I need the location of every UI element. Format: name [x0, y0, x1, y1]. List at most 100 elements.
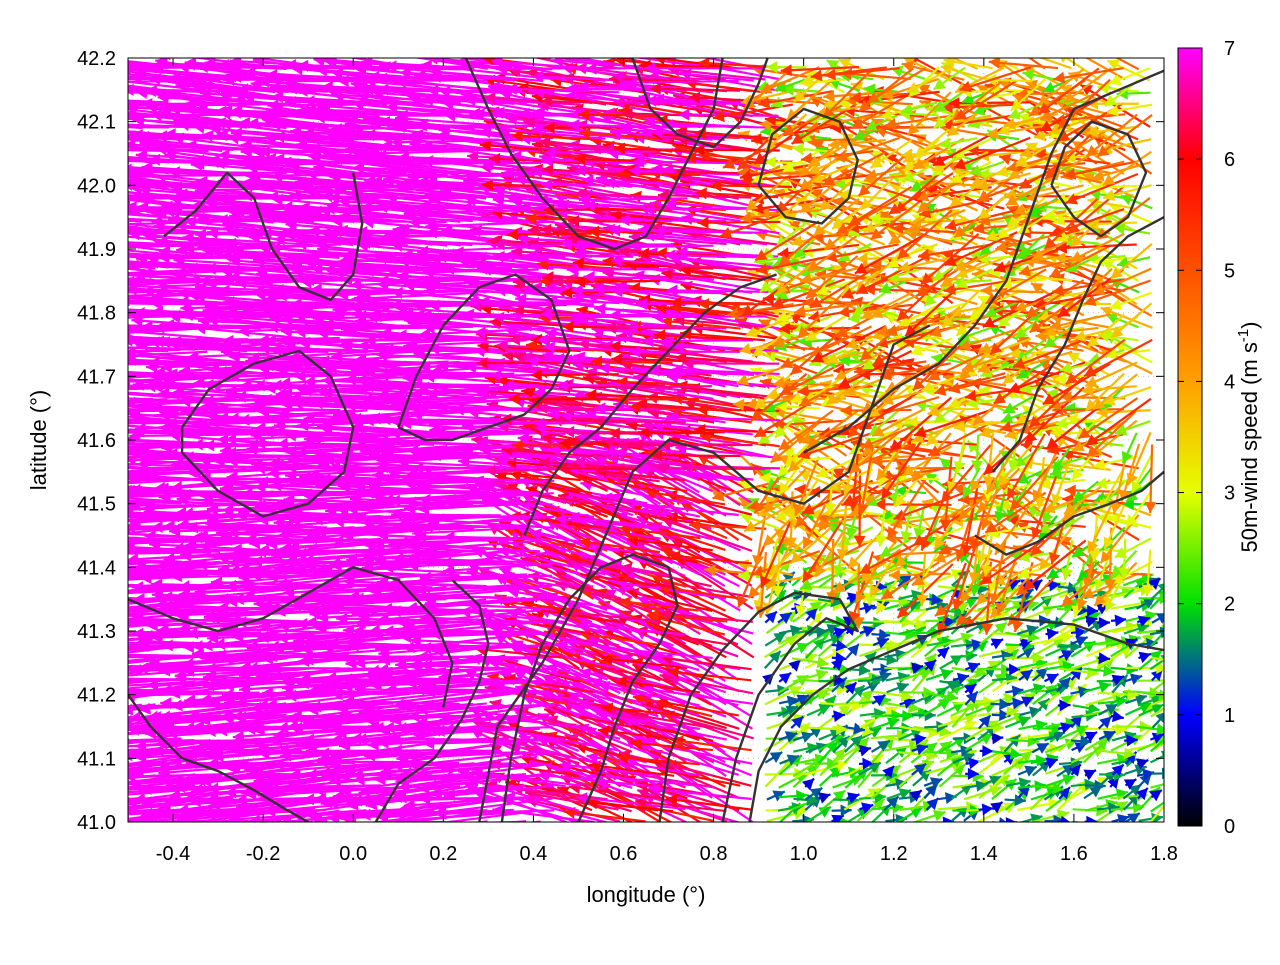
wind-vector-head [2, 745, 13, 757]
wind-vector-head [16, 686, 27, 698]
wind-vector-head [1160, 592, 1171, 604]
wind-vector [169, 822, 288, 839]
wind-vector-head [47, 741, 58, 753]
wind-vector-head [37, 819, 48, 831]
wind-vector [23, 588, 142, 600]
wind-vector-shaft [5, 657, 141, 660]
wind-vector-head [66, 691, 77, 703]
wind-vector [17, 728, 141, 748]
wind-vector-head [0, 737, 6, 749]
wind-vector-shaft [2, 599, 128, 601]
wind-vector-head [115, 728, 126, 740]
wind-vector-head [101, 580, 112, 592]
wind-vector-head [61, 772, 72, 784]
wind-vector-head [10, 580, 21, 592]
wind-vector-head [118, 651, 129, 663]
wind-vector-head [101, 778, 112, 790]
wind-vector-shaft [215, 823, 340, 825]
wind-vector-head [83, 706, 94, 718]
wind-vector [0, 666, 127, 678]
wind-vector-shaft [316, 822, 433, 835]
wind-vector [16, 717, 141, 736]
wind-vector-head [34, 600, 45, 612]
wind-vector [261, 822, 394, 849]
wind-vector-head [62, 684, 73, 696]
wind-vector-head [101, 649, 112, 661]
wind-vector-head [0, 795, 5, 807]
wind-vector-shaft [18, 705, 142, 720]
wind-vector-head [56, 569, 67, 581]
wind-vector-head [36, 630, 47, 642]
wind-vector-shaft [353, 821, 488, 836]
wind-vector-head [1160, 627, 1172, 639]
wind-vector-head [353, 830, 365, 842]
wind-vector-head [78, 603, 89, 615]
wind-vector-head [332, 825, 343, 837]
wind-vector-head [33, 799, 44, 811]
wind-vector-head [0, 811, 8, 823]
wind-vector-head [112, 723, 124, 735]
wind-vector-head [118, 562, 129, 574]
wind-vector-head [289, 827, 301, 839]
wind-vector-head [19, 661, 30, 673]
wind-vector-head [95, 721, 106, 733]
wind-vector-shaft [169, 822, 288, 834]
wind-vector-head [16, 678, 27, 690]
wind-vector-head [57, 770, 69, 782]
wind-vector-head [122, 704, 134, 716]
wind-vector-head [96, 724, 108, 736]
wind-vector-head [32, 751, 43, 763]
wind-vector-head [371, 837, 383, 849]
wind-vector-head [152, 830, 164, 842]
wind-vector-shaft [202, 822, 328, 832]
wind-vector-shaft [332, 822, 459, 832]
wind-vector-head [61, 800, 72, 812]
wind-vector-shaft [33, 798, 142, 805]
wind-vector-head [20, 784, 32, 796]
wind-vector-head [33, 750, 45, 762]
wind-vector-head [110, 786, 121, 798]
wind-vector-head [62, 711, 74, 723]
wind-vector-shaft [19, 667, 141, 669]
wind-vector-head [18, 713, 30, 725]
wind-vector [0, 704, 128, 726]
wind-vector-head [30, 818, 41, 830]
wind-vector-shaft [401, 822, 512, 824]
wind-vector-head [119, 602, 130, 614]
wind-vector [0, 737, 129, 749]
wind-vector [200, 822, 313, 840]
wind-vector-head [86, 646, 97, 658]
wind-vector-head [61, 811, 72, 823]
wind-vector-head [35, 631, 47, 643]
wind-vector [27, 787, 140, 799]
wind-vector-head [16, 622, 27, 634]
wind-vector-head [204, 823, 216, 835]
wind-vector-shaft [23, 593, 142, 599]
wind-vector [0, 644, 128, 665]
wind-vector [8, 628, 142, 640]
wind-vector-head [316, 828, 328, 840]
wind-vector-head [1166, 790, 1178, 802]
wind-vector-head [366, 821, 378, 833]
wind-vector-shaft [289, 822, 420, 834]
wind-vector-head [418, 831, 430, 843]
wind-vector-head [81, 731, 92, 743]
wind-vector-head [0, 634, 5, 646]
wind-vector-head [102, 596, 113, 608]
wind-vector-shaft [27, 787, 140, 794]
wind-vector-shaft [8, 634, 142, 635]
wind-vector-head [48, 666, 59, 678]
wind-vector [353, 821, 488, 841]
wind-vector-head [0, 574, 2, 586]
wind-vector-shaft [0, 669, 127, 673]
wind-vector-head [87, 605, 99, 617]
wind-vector-head [56, 722, 67, 734]
wind-vector-head [13, 763, 24, 775]
wind-vector-head [86, 664, 97, 676]
wind-vector-head [0, 815, 2, 827]
wind-vector-shaft [0, 704, 128, 721]
wind-vector-head [11, 679, 22, 691]
wind-vector-head [100, 664, 111, 676]
wind-vector-head [46, 702, 58, 714]
wind-vector-head [121, 715, 132, 727]
